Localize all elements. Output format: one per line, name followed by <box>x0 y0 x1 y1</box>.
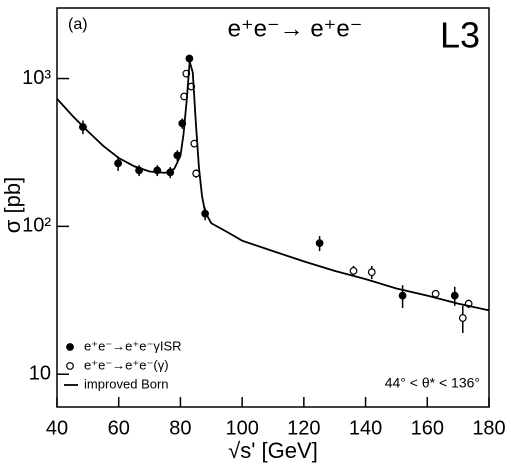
experiment-label: L3 <box>440 15 480 56</box>
data-point <box>185 54 194 63</box>
y-tick-label: 10 <box>29 362 51 384</box>
data-point <box>431 289 440 298</box>
data-point <box>458 314 467 322</box>
x-tick-label: 60 <box>108 417 130 439</box>
panel-label: (a) <box>68 16 88 33</box>
legend-swatch <box>66 343 74 351</box>
annotation: 44° < θ* < 136° <box>385 375 480 391</box>
x-tick-label: 180 <box>472 417 505 439</box>
data-point <box>114 159 122 168</box>
y-axis-label: σ [pb] <box>0 177 25 233</box>
legend-label: improved Born <box>84 376 169 391</box>
y-tick-label: 10³ <box>22 67 51 89</box>
legend-label: e⁺e⁻→e⁺e⁻(γ) <box>84 357 169 372</box>
data-point <box>450 291 459 300</box>
x-tick-label: 120 <box>287 417 320 439</box>
x-tick-label: 160 <box>411 417 444 439</box>
curve <box>56 61 490 312</box>
data-point <box>398 291 407 300</box>
x-axis-label: √s' [GeV] <box>228 438 318 463</box>
y-tick-label: 10² <box>22 215 51 237</box>
plot-frame <box>56 7 490 408</box>
data-point <box>349 266 358 275</box>
data-point <box>315 239 324 248</box>
data-point <box>367 268 376 277</box>
chart-title: e⁺e⁻→ e⁺e⁻ <box>228 15 363 42</box>
legend-label: e⁺e⁻→e⁺e⁻γISR <box>84 338 182 353</box>
legend-swatch <box>66 362 74 370</box>
x-tick-label: 40 <box>46 417 68 439</box>
x-tick-label: 100 <box>225 417 258 439</box>
x-tick-label: 80 <box>169 417 191 439</box>
x-tick-label: 140 <box>349 417 382 439</box>
